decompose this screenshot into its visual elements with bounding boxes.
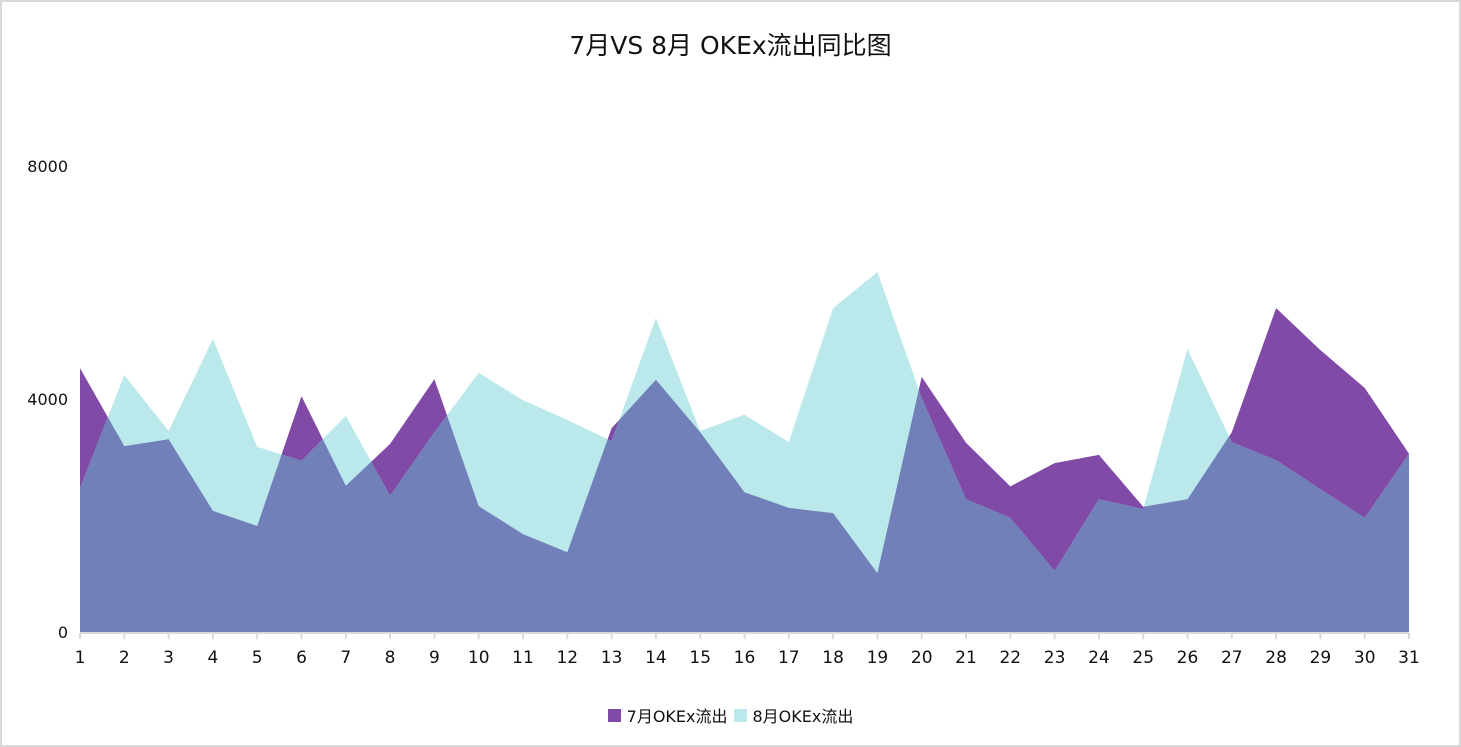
x-tick-label: 1 bbox=[75, 648, 86, 668]
x-tick-label: 26 bbox=[1177, 648, 1199, 668]
x-tick-label: 14 bbox=[645, 648, 667, 668]
x-tick-label: 23 bbox=[1044, 648, 1066, 668]
legend-swatch-august bbox=[733, 708, 747, 722]
x-tick-label: 5 bbox=[252, 648, 263, 668]
x-tick-label: 8 bbox=[385, 648, 396, 668]
x-tick-label: 25 bbox=[1132, 648, 1154, 668]
x-tick-label: 15 bbox=[689, 648, 711, 668]
legend-item-august[interactable]: 8月OKEx流出 bbox=[733, 703, 854, 727]
x-tick-label: 22 bbox=[999, 648, 1021, 668]
legend-label-august: 8月OKEx流出 bbox=[752, 707, 854, 726]
plot-area bbox=[80, 272, 1409, 632]
x-tick-label: 18 bbox=[822, 648, 844, 668]
x-tick-label: 7 bbox=[340, 648, 351, 668]
y-tick-label: 4000 bbox=[27, 390, 68, 409]
x-tick-label: 11 bbox=[512, 648, 534, 668]
x-tick-label: 24 bbox=[1088, 648, 1110, 668]
x-tick-label: 10 bbox=[468, 648, 490, 668]
x-tick-label: 17 bbox=[778, 648, 800, 668]
legend-item-july[interactable]: 7月OKEx流出 bbox=[607, 703, 728, 727]
x-tick-label: 3 bbox=[163, 648, 174, 668]
x-tick-label: 4 bbox=[207, 648, 218, 668]
legend: 7月OKEx流出 8月OKEx流出 bbox=[0, 703, 1461, 727]
x-tick-label: 2 bbox=[119, 648, 130, 668]
x-tick-label: 21 bbox=[955, 648, 977, 668]
x-tick-label: 19 bbox=[867, 648, 889, 668]
legend-swatch-july bbox=[607, 708, 621, 722]
x-tick-label: 29 bbox=[1310, 648, 1332, 668]
x-tick-label: 13 bbox=[601, 648, 623, 668]
x-tick-label: 28 bbox=[1265, 648, 1287, 668]
legend-label-july: 7月OKEx流出 bbox=[626, 707, 728, 726]
chart-title: 7月VS 8月 OKEx流出同比图 bbox=[569, 31, 892, 60]
axes: 1 2 3 4 5 6 7 8 9 10 11 12 13 14 15 16 17 18 19 20 21 22 23 24 2… bbox=[27, 157, 1420, 668]
series-overlap-area bbox=[80, 379, 1409, 632]
x-tick-label: 30 bbox=[1354, 648, 1376, 668]
y-tick-label: 8000 bbox=[27, 157, 68, 176]
x-tick-label: 12 bbox=[556, 648, 578, 668]
y-tick-label: 0 bbox=[58, 623, 68, 642]
x-tick-label: 27 bbox=[1221, 648, 1243, 668]
x-tick-label: 31 bbox=[1398, 648, 1420, 668]
x-tick-label: 16 bbox=[734, 648, 756, 668]
x-tick-label: 6 bbox=[296, 648, 307, 668]
x-tick-label: 20 bbox=[911, 648, 933, 668]
x-tick-label: 9 bbox=[429, 648, 440, 668]
